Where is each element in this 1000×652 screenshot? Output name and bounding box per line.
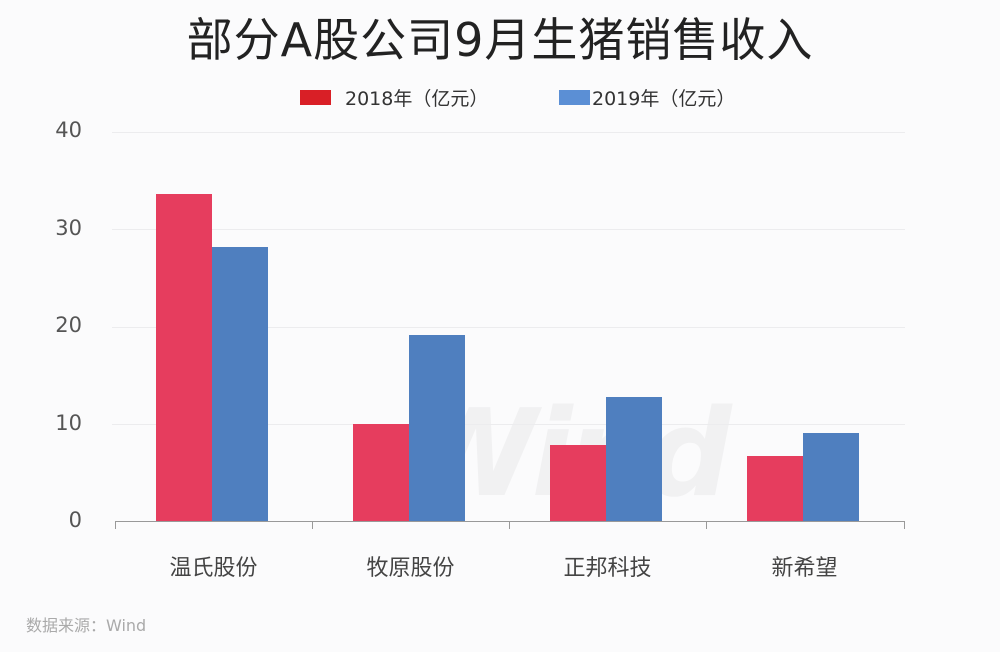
- x-tick-mark: [312, 521, 313, 529]
- x-label-newhope: 新希望: [771, 556, 838, 581]
- gridline-40: [112, 132, 905, 133]
- gridline-10: [112, 424, 905, 425]
- x-label-wens: 温氏股份: [169, 556, 258, 581]
- x-axis: [115, 521, 905, 522]
- bar-2018-1: [353, 423, 409, 521]
- bar-2018-0: [156, 194, 212, 521]
- y-tick-20: 20: [55, 313, 82, 337]
- x-tick-mark: [115, 521, 116, 529]
- x-label-muyuan: 牧原股份: [366, 556, 455, 581]
- legend-item-2019: 2019年（亿元）: [559, 84, 735, 110]
- gridline-20: [112, 327, 905, 328]
- gridline-30: [112, 229, 905, 230]
- legend-label-2018: 2018年（亿元）: [345, 87, 489, 110]
- legend-label-2019: 2019年（亿元）: [592, 87, 736, 110]
- bar-2019-2: [606, 396, 662, 521]
- y-tick-40: 40: [55, 118, 82, 142]
- x-tick-mark: [904, 521, 905, 529]
- bar-2019-1: [409, 335, 465, 521]
- legend-swatch-2018: [300, 89, 331, 105]
- y-tick-0: 0: [68, 508, 82, 532]
- bar-2018-2: [550, 445, 606, 521]
- data-source-note: 数据来源：Wind: [26, 616, 147, 635]
- x-tick-mark: [706, 521, 707, 529]
- y-tick-10: 10: [55, 411, 82, 435]
- bar-2018-3: [747, 455, 803, 521]
- y-tick-30: 30: [55, 216, 82, 240]
- legend-swatch-2019: [559, 89, 590, 105]
- legend: 2018年（亿元） 2019年（亿元）: [0, 84, 1000, 110]
- legend-item-2018: 2018年（亿元）: [300, 84, 488, 110]
- bar-2019-3: [803, 432, 859, 521]
- x-label-zhengbang: 正邦科技: [563, 556, 652, 581]
- bar-2019-0: [212, 246, 268, 521]
- x-tick-mark: [509, 521, 510, 529]
- chart-title: 部分A股公司9月生猪销售收入: [186, 13, 814, 67]
